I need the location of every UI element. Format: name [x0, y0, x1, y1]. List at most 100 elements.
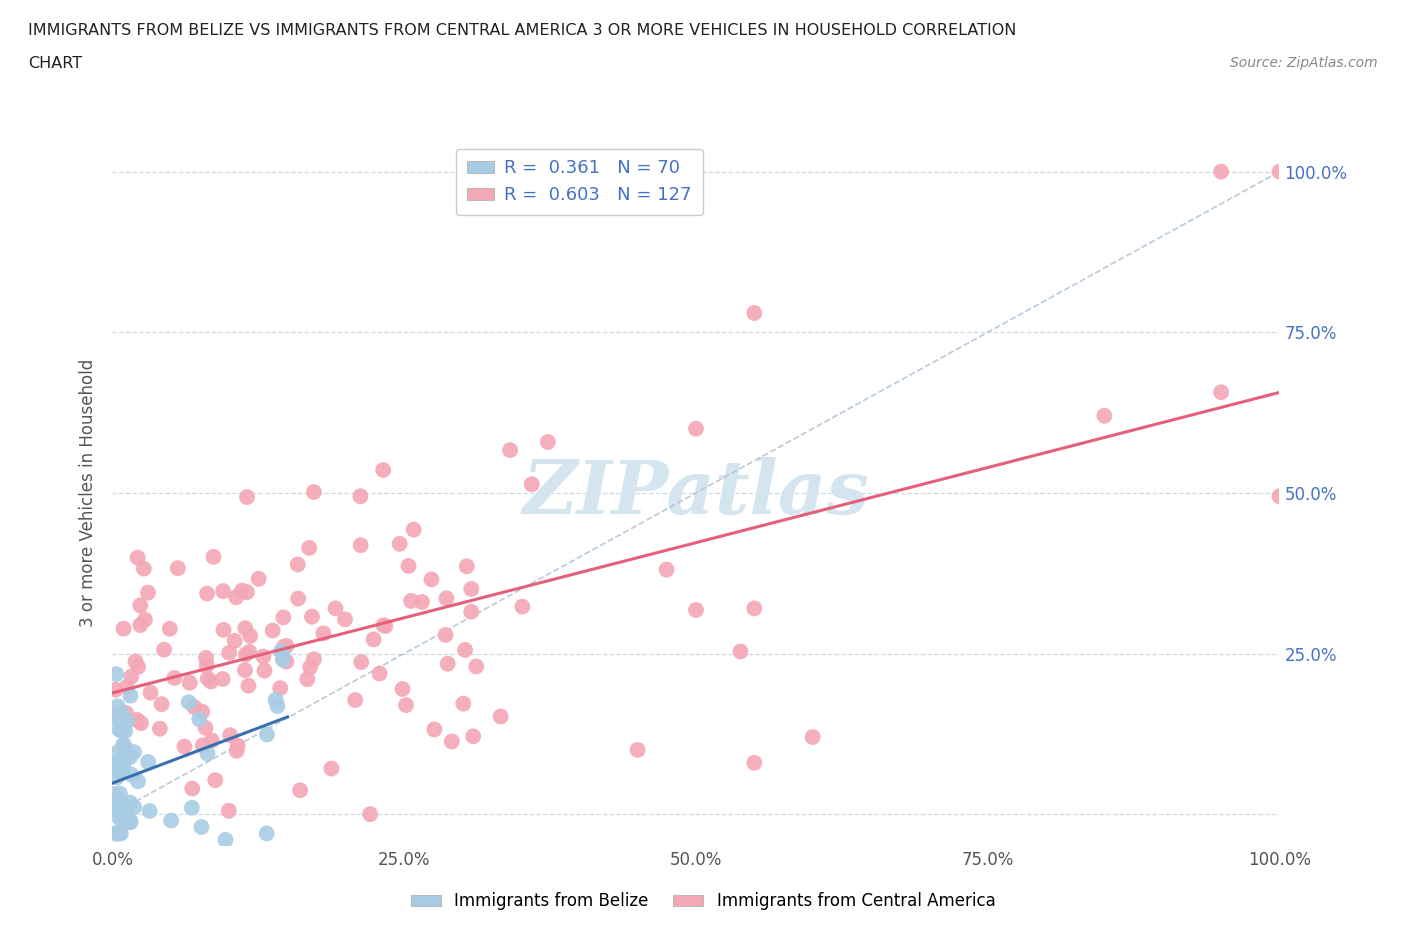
Point — [212, 622, 235, 637]
Point — [195, 658, 218, 673]
Point — [129, 618, 152, 632]
Point — [191, 738, 214, 753]
Point — [269, 681, 291, 696]
Point — [627, 742, 650, 757]
Point — [1268, 489, 1291, 504]
Point — [463, 729, 485, 744]
Point — [287, 591, 309, 606]
Point — [190, 819, 212, 834]
Point — [225, 743, 247, 758]
Point — [104, 793, 127, 808]
Point — [344, 693, 367, 708]
Point — [262, 623, 284, 638]
Point — [149, 722, 172, 737]
Point — [127, 774, 149, 789]
Point — [218, 645, 240, 660]
Point — [110, 752, 132, 767]
Point — [120, 814, 142, 829]
Point — [112, 737, 135, 752]
Point — [349, 489, 371, 504]
Point — [181, 781, 204, 796]
Point — [105, 770, 128, 785]
Point — [1209, 385, 1232, 400]
Point — [266, 698, 288, 713]
Point — [276, 639, 298, 654]
Point — [104, 826, 127, 841]
Point — [136, 585, 159, 600]
Point — [312, 626, 335, 641]
Point — [233, 620, 256, 635]
Point — [110, 797, 132, 812]
Point — [107, 698, 129, 713]
Point — [321, 761, 343, 776]
Point — [129, 716, 152, 731]
Point — [108, 786, 131, 801]
Point — [200, 674, 222, 689]
Point — [253, 663, 276, 678]
Point — [271, 652, 294, 667]
Point — [238, 678, 260, 693]
Point — [388, 537, 411, 551]
Point — [111, 808, 134, 823]
Point — [271, 646, 294, 661]
Point — [374, 618, 396, 633]
Point — [411, 594, 433, 609]
Point — [402, 522, 425, 537]
Point — [436, 591, 458, 605]
Point — [744, 755, 766, 770]
Point — [440, 734, 463, 749]
Point — [197, 671, 219, 686]
Point — [801, 730, 824, 745]
Point — [107, 800, 129, 815]
Point — [256, 826, 278, 841]
Point — [744, 601, 766, 616]
Point — [436, 657, 458, 671]
Point — [121, 767, 143, 782]
Point — [118, 750, 141, 764]
Point — [122, 745, 145, 760]
Point — [395, 698, 418, 712]
Point — [730, 644, 752, 658]
Point — [1268, 165, 1291, 179]
Point — [201, 733, 224, 748]
Point — [212, 584, 235, 599]
Point — [456, 559, 478, 574]
Point — [108, 715, 131, 730]
Point — [302, 485, 325, 499]
Point — [103, 787, 125, 802]
Point — [685, 421, 707, 436]
Point — [225, 590, 247, 604]
Point — [104, 757, 127, 772]
Point — [118, 795, 141, 810]
Point — [139, 685, 162, 700]
Point — [138, 804, 160, 818]
Point — [423, 722, 446, 737]
Point — [489, 709, 512, 724]
Point — [115, 680, 138, 695]
Point — [110, 795, 132, 810]
Point — [117, 714, 139, 729]
Point — [325, 601, 347, 616]
Point — [235, 647, 257, 662]
Point — [510, 599, 533, 614]
Point — [104, 683, 127, 698]
Point — [454, 643, 477, 658]
Point — [150, 697, 173, 711]
Point — [183, 699, 205, 714]
Point — [103, 803, 125, 817]
Point — [108, 722, 131, 737]
Point — [363, 632, 385, 647]
Point — [231, 583, 253, 598]
Point — [110, 705, 132, 720]
Point — [333, 612, 356, 627]
Point — [302, 652, 325, 667]
Point — [153, 643, 176, 658]
Point — [111, 800, 134, 815]
Point — [287, 557, 309, 572]
Point — [191, 704, 214, 719]
Point — [226, 738, 249, 753]
Point — [114, 724, 136, 738]
Point — [127, 551, 149, 565]
Point — [1209, 165, 1232, 179]
Point — [112, 814, 135, 829]
